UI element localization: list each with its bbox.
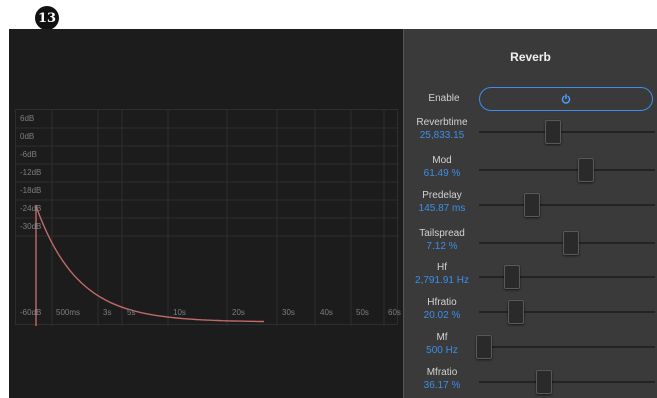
param-value: 61.49 % [423, 168, 461, 179]
param-value: 500 Hz [426, 345, 458, 356]
param-value: 2,791.91 Hz [415, 275, 469, 286]
time-tick-label: 500ms [56, 308, 81, 317]
param-mfratio: Mfratio 36.17 % [404, 367, 657, 398]
param-value: 20.02 % [423, 310, 461, 321]
time-tick-label: 60s [388, 308, 401, 317]
reverb-settings-panel: Reverb Enable Reverbtime 25,833.15 Mod 61.4… [403, 29, 657, 398]
db-tick-label: 0dB [20, 132, 35, 141]
db-tick-label: 6dB [20, 114, 35, 123]
db-tick-label: -18dB [20, 186, 42, 195]
enable-toggle-button[interactable] [479, 87, 653, 111]
param-tailspread: Tailspread 7.12 % [404, 228, 657, 264]
param-name: Mf [436, 332, 448, 343]
time-tick-label: 3s [103, 308, 112, 317]
param-slider-track[interactable] [479, 346, 655, 348]
param-slider-thumb[interactable] [536, 370, 553, 394]
time-tick-label: 20s [232, 308, 245, 317]
time-tick-label: 50s [356, 308, 369, 317]
power-icon [561, 94, 571, 104]
time-tick-label: 5s [127, 308, 136, 317]
param-slider-track[interactable] [479, 204, 655, 206]
param-hf: Hf 2,791.91 Hz [404, 262, 657, 298]
panel-title: Reverb [510, 50, 551, 64]
param-slider-thumb[interactable] [523, 193, 540, 217]
param-name: Reverbtime [416, 117, 468, 128]
param-mod: Mod 61.49 % [404, 155, 657, 191]
decay-graph-area: 6dB 0dB -6dB -12dB -18dB -24dB -30dB -60dB 500ms… [9, 29, 403, 398]
param-slider-thumb[interactable] [476, 335, 493, 359]
decay-graph: 6dB 0dB -6dB -12dB -18dB -24dB -30dB -60dB 500ms… [15, 109, 401, 326]
param-slider-track[interactable] [479, 276, 655, 278]
param-hfratio: Hfratio 20.02 % [404, 297, 657, 333]
param-value: 145.87 ms [418, 203, 466, 214]
step-badge: 13 [35, 6, 59, 30]
time-tick-label: 10s [173, 308, 186, 317]
param-name: Hfratio [427, 297, 457, 308]
param-slider-thumb[interactable] [562, 231, 579, 255]
param-name: Predelay [422, 190, 462, 201]
db-tick-label: -60dB [20, 308, 42, 317]
db-tick-label: -30dB [20, 222, 42, 231]
reverb-plugin-window: 6dB 0dB -6dB -12dB -18dB -24dB -30dB -60dB 500ms… [9, 29, 657, 398]
decay-graph-svg [16, 110, 399, 326]
param-slider-thumb[interactable] [578, 158, 595, 182]
param-name: Hf [437, 262, 447, 273]
param-reverbtime: Reverbtime 25,833.15 [404, 117, 657, 153]
db-tick-label: -12dB [20, 168, 42, 177]
param-name: Mod [432, 155, 452, 166]
enable-label: Enable [428, 93, 460, 104]
param-value: 36.17 % [423, 380, 461, 391]
param-slider-thumb[interactable] [507, 300, 524, 324]
db-tick-label: -24dB [20, 204, 42, 213]
time-tick-label: 30s [282, 308, 295, 317]
db-tick-label: -6dB [20, 150, 37, 159]
param-mf: Mf 500 Hz [404, 332, 657, 368]
param-slider-thumb[interactable] [544, 120, 561, 144]
param-value: 25,833.15 [419, 130, 465, 141]
param-slider-track[interactable] [479, 169, 655, 171]
param-name: Tailspread [419, 228, 465, 239]
param-slider-thumb[interactable] [504, 265, 521, 289]
param-value: 7.12 % [426, 241, 458, 252]
time-tick-label: 40s [320, 308, 333, 317]
decay-curve [35, 205, 264, 323]
param-slider-track[interactable] [479, 131, 655, 133]
param-slider-track[interactable] [479, 381, 655, 383]
param-predelay: Predelay 145.87 ms [404, 190, 657, 226]
param-slider-track[interactable] [479, 311, 655, 313]
param-name: Mfratio [426, 367, 458, 378]
